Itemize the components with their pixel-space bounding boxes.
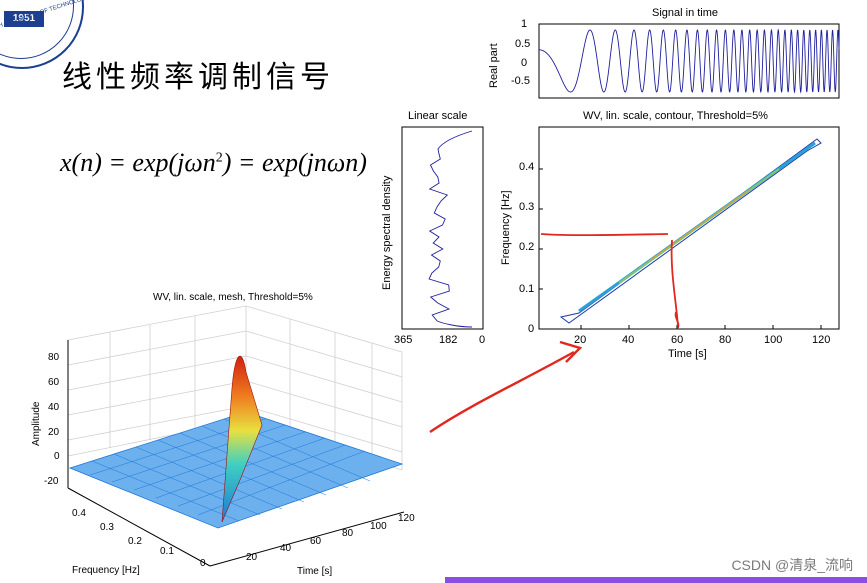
spectrum-plot-axes xyxy=(401,126,484,330)
mesh-ftick-04: 0.4 xyxy=(72,508,86,519)
spectrum-line xyxy=(428,130,473,328)
signal-ytick-neg05: -0.5 xyxy=(511,75,530,87)
mesh-ftick-0: 0 xyxy=(200,558,206,569)
signal-plot-axes xyxy=(538,23,840,99)
signal-ytick-1: 1 xyxy=(521,18,528,30)
mesh-ftick-03: 0.3 xyxy=(100,522,114,533)
annotation-arrow-shaft xyxy=(429,350,575,433)
mesh-ttick-100: 100 xyxy=(370,521,387,532)
formula: x(n) = exp(jωn2) = exp(jnωn) xyxy=(60,148,367,178)
mesh-ztick-neg20: -20 xyxy=(44,476,59,487)
contour-plot-title: WV, lin. scale, contour, Threshold=5% xyxy=(583,110,768,122)
signal-plot-title: Signal in time xyxy=(652,7,719,19)
mesh-ttick-20: 20 xyxy=(246,552,258,563)
contour-xtick-20: 20 xyxy=(574,334,587,346)
slide-progress-bar xyxy=(445,577,867,583)
mesh-ttick-40: 40 xyxy=(280,543,292,554)
mesh-flabel: Frequency [Hz] xyxy=(72,565,140,576)
mesh-ttick-120: 120 xyxy=(398,513,415,524)
contour-ytick-02: 0.2 xyxy=(519,241,535,253)
signal-wave xyxy=(539,28,840,94)
mesh-ztick-20: 20 xyxy=(48,427,60,438)
signal-ytick-0: 0 xyxy=(521,57,528,69)
contour-xtick-100: 100 xyxy=(764,334,783,346)
annotation-arrow-head xyxy=(559,340,583,363)
contour-ridge-orange xyxy=(648,189,750,262)
mesh-ttick-60: 60 xyxy=(310,536,322,547)
formula-rhs: ) = exp(jnωn) xyxy=(222,148,367,177)
mesh-ttick-80: 80 xyxy=(342,528,354,539)
watermark: CSDN @清泉_流响 xyxy=(731,557,853,573)
contour-ytick-0: 0 xyxy=(528,323,535,335)
spectrum-plot-title: Linear scale xyxy=(408,110,468,122)
mesh-ztick-60: 60 xyxy=(48,377,60,388)
university-logo: 1951 SOUTH UNIVERSITY OF TECHNOLOGY xyxy=(0,0,91,69)
mesh-ridge-peak xyxy=(221,355,263,523)
contour-ytick-04: 0.4 xyxy=(519,161,535,173)
contour-xtick-120: 120 xyxy=(812,334,831,346)
mesh-ztick-0: 0 xyxy=(54,451,60,462)
logo-year: 1951 xyxy=(4,11,44,27)
slide-title: 线性频率调制信号 xyxy=(62,60,334,95)
mesh-ftick-02: 0.2 xyxy=(128,536,142,547)
contour-xtick-60: 60 xyxy=(671,334,684,346)
contour-xtick-40: 40 xyxy=(622,334,635,346)
contour-outer xyxy=(559,138,822,324)
formula-lhs: x(n) = exp(jωn xyxy=(60,148,216,177)
spectrum-xtick-182: 182 xyxy=(439,334,458,346)
contour-ytick-03: 0.3 xyxy=(519,201,535,213)
spectrum-xtick-0: 0 xyxy=(479,334,486,346)
spectrum-xtick-365: 365 xyxy=(394,334,413,346)
mesh-ztick-80: 80 xyxy=(48,352,60,363)
annotation-vline xyxy=(670,239,680,329)
mesh-plot-title: WV, lin. scale, mesh, Threshold=5% xyxy=(153,292,313,303)
contour-plot-axes xyxy=(538,126,840,330)
mesh-tlabel: Time [s] xyxy=(297,566,333,577)
mesh-ztick-40: 40 xyxy=(48,402,60,413)
signal-ytick-05: 0.5 xyxy=(515,38,531,50)
contour-xlabel: Time [s] xyxy=(668,348,707,360)
contour-xtick-80: 80 xyxy=(719,334,732,346)
annotation-hline xyxy=(540,233,669,237)
mesh-ftick-01: 0.1 xyxy=(160,546,174,557)
formula-exponent: 2 xyxy=(215,150,223,166)
contour-ytick-01: 0.1 xyxy=(519,283,535,295)
